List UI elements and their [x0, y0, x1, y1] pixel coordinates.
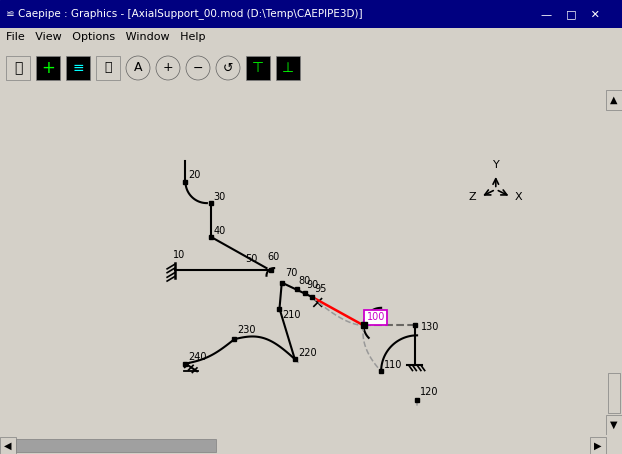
Text: 60: 60 [267, 252, 279, 262]
Text: 100: 100 [366, 312, 385, 322]
Text: 20: 20 [188, 170, 201, 180]
Text: 120: 120 [420, 387, 439, 397]
Bar [606, 90, 622, 110]
Text: X: X [515, 192, 522, 202]
Bar [6, 56, 30, 80]
Text: ▲: ▲ [610, 95, 618, 105]
Text: 95: 95 [314, 284, 327, 294]
Text: ▼: ▼ [610, 420, 618, 430]
Bar [246, 56, 270, 80]
Text: A: A [134, 61, 142, 74]
Text: 130: 130 [421, 322, 439, 332]
Text: 240: 240 [188, 352, 207, 362]
Text: ≌ Caepipe : Graphics - [AxialSupport_00.mod (D:\Temp\CAEPIPE3D)]: ≌ Caepipe : Graphics - [AxialSupport_00.… [6, 9, 363, 20]
Bar [608, 373, 620, 413]
Circle shape [216, 56, 240, 80]
Text: 10: 10 [174, 250, 185, 260]
Bar [0, 437, 16, 454]
Text: —    □    ✕: — □ ✕ [541, 9, 600, 19]
Text: ◀: ◀ [4, 440, 12, 450]
Text: +: + [41, 59, 55, 77]
Bar [276, 56, 300, 80]
Text: ⊥: ⊥ [282, 61, 294, 75]
Text: ⊤: ⊤ [252, 61, 264, 75]
Text: 📷: 📷 [104, 61, 112, 74]
Text: ≡: ≡ [72, 61, 84, 75]
Text: Y: Y [493, 160, 500, 170]
Circle shape [156, 56, 180, 80]
Text: 90: 90 [306, 280, 318, 290]
Text: 🖨: 🖨 [14, 61, 22, 75]
Text: 30: 30 [214, 192, 226, 202]
Text: ▶: ▶ [594, 440, 601, 450]
Text: 230: 230 [238, 326, 256, 336]
Bar [36, 56, 60, 80]
Circle shape [126, 56, 150, 80]
Text: Z: Z [468, 192, 476, 202]
Bar [66, 56, 90, 80]
Text: 210: 210 [282, 310, 301, 320]
Text: 220: 220 [298, 347, 317, 357]
Text: +: + [163, 61, 174, 74]
Bar [96, 56, 120, 80]
Circle shape [186, 56, 210, 80]
Text: ↺: ↺ [223, 61, 233, 74]
Bar [16, 439, 216, 452]
Text: 50: 50 [245, 253, 258, 263]
Text: −: − [193, 61, 203, 74]
Text: 80: 80 [299, 276, 311, 286]
Text: 70: 70 [285, 268, 297, 278]
Text: File   View   Options   Window   Help: File View Options Window Help [6, 32, 206, 42]
Bar [590, 437, 606, 454]
Text: 110: 110 [384, 360, 402, 370]
Text: 40: 40 [214, 226, 226, 236]
Bar [606, 415, 622, 435]
